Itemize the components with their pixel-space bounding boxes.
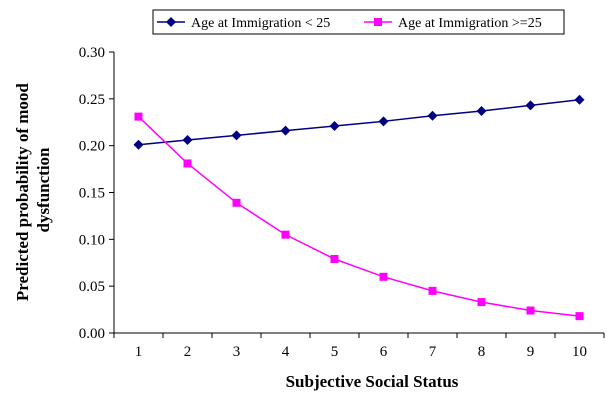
x-tick-label: 8 xyxy=(478,344,486,360)
x-axis-title: Subjective Social Status xyxy=(286,372,459,391)
x-tick-label: 5 xyxy=(331,344,339,360)
data-point-square xyxy=(184,159,192,167)
y-tick-label: 0.30 xyxy=(79,45,105,61)
legend-label-series-2: Age at Immigration >=25 xyxy=(398,16,542,31)
legend-marker-square xyxy=(374,18,382,26)
x-tick-label: 4 xyxy=(282,344,290,360)
series-line-1 xyxy=(139,100,580,145)
data-point-square xyxy=(331,255,339,263)
x-tick-label: 6 xyxy=(380,344,388,360)
data-point-diamond xyxy=(330,121,340,131)
x-tick-label: 1 xyxy=(135,344,143,360)
x-tick-label: 2 xyxy=(184,344,192,360)
y-tick-label: 0.20 xyxy=(79,139,105,155)
data-point-diamond xyxy=(183,135,193,145)
data-point-diamond xyxy=(526,100,536,110)
x-tick-label: 9 xyxy=(527,344,535,360)
tick-labels: 0.00 0.05 0.10 0.15 0.20 0.25 0.30 1 2 3 4 5 6 7 8 9 10 xyxy=(79,45,587,360)
series-line-2 xyxy=(139,117,580,317)
x-tick-label: 10 xyxy=(572,344,587,360)
data-point-square xyxy=(233,199,241,207)
x-tick-label: 3 xyxy=(233,344,241,360)
x-tick-label: 7 xyxy=(429,344,437,360)
data-point-diamond xyxy=(428,111,438,121)
legend: Age at Immigration < 25 Age at Immigrati… xyxy=(153,10,564,34)
data-point-diamond xyxy=(281,126,291,136)
data-point-square xyxy=(576,312,584,320)
y-axis-title: Predicted probability of mood dysfunctio… xyxy=(13,79,53,301)
data-point-square xyxy=(478,298,486,306)
y-tick-label: 0.00 xyxy=(79,326,105,342)
y-axis-title-line-1: Predicted probability of mood xyxy=(13,83,32,302)
data-point-square xyxy=(527,307,535,315)
data-point-diamond xyxy=(134,140,144,150)
data-point-square xyxy=(429,287,437,295)
data-point-diamond xyxy=(379,116,389,126)
y-tick-label: 0.05 xyxy=(79,279,105,295)
data-point-square xyxy=(135,113,143,121)
data-point-diamond xyxy=(477,106,487,116)
legend-label-series-1: Age at Immigration < 25 xyxy=(191,16,330,31)
data-point-square xyxy=(380,273,388,281)
data-point-diamond xyxy=(575,95,585,105)
series-group xyxy=(134,95,585,320)
y-tick-label: 0.15 xyxy=(79,186,105,202)
y-tick-label: 0.25 xyxy=(79,92,105,108)
data-point-square xyxy=(282,231,290,239)
y-axis-title-line-2: dysfunction xyxy=(34,147,53,233)
axes xyxy=(109,52,604,338)
y-tick-label: 0.10 xyxy=(79,232,105,248)
data-point-diamond xyxy=(232,130,242,140)
